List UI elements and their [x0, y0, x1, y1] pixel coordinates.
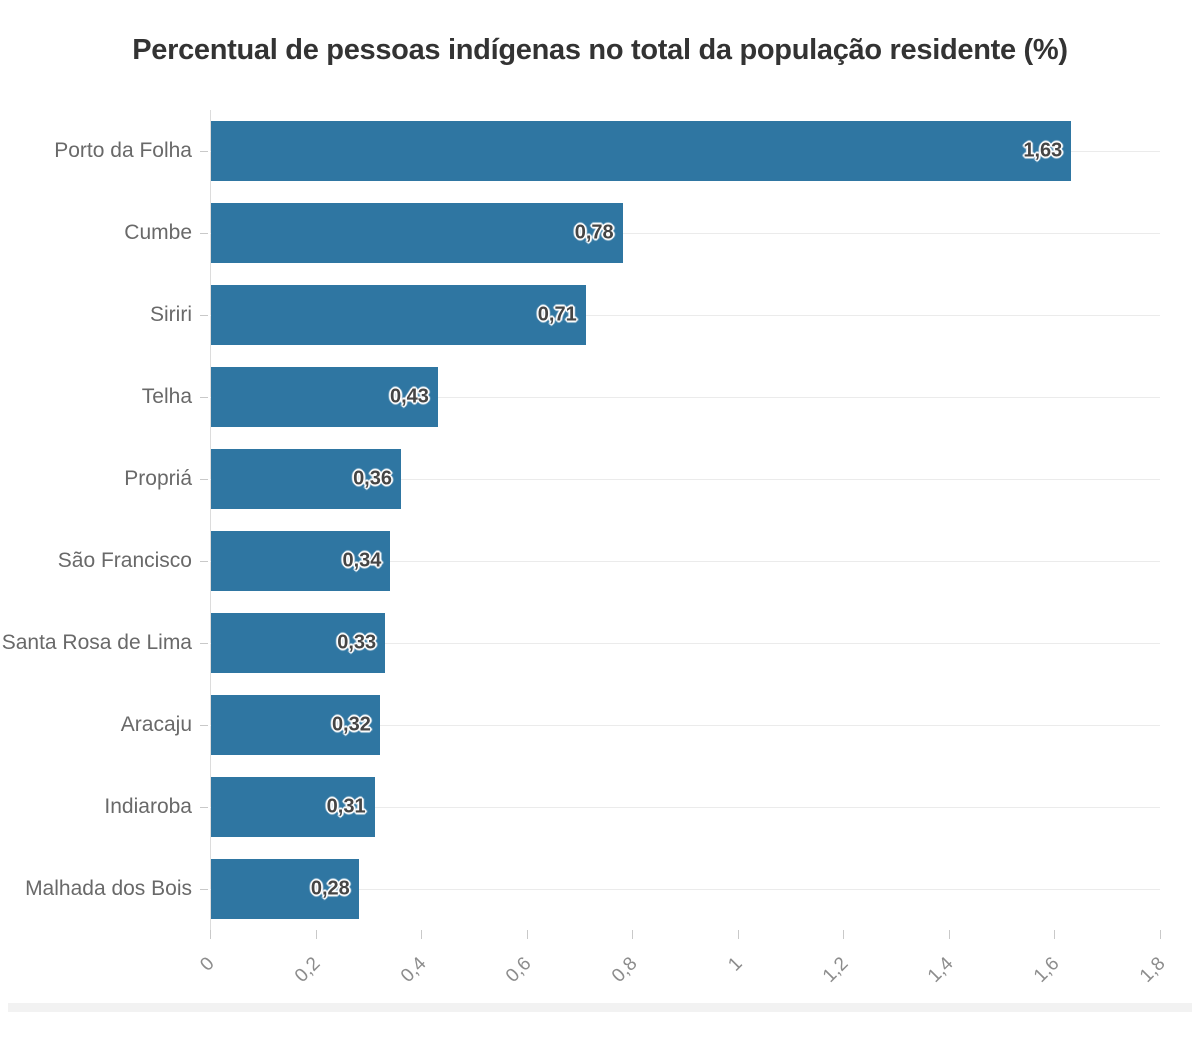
y-tick-mark	[200, 807, 208, 808]
bar: 0,33	[211, 613, 386, 673]
x-tick-mark	[421, 930, 423, 939]
zero-gridline	[210, 110, 211, 930]
bar-value-label: 0,32	[331, 713, 371, 736]
y-tick-mark	[200, 315, 208, 316]
gridline	[210, 643, 1160, 644]
bar-value-label: 0,31	[326, 795, 366, 818]
bar: 0,32	[211, 695, 380, 755]
gridline	[210, 725, 1160, 726]
x-tick-label: 1	[724, 953, 747, 976]
category-label: São Francisco	[57, 549, 192, 572]
bar: 0,31	[211, 777, 375, 837]
bar-value-label: 0,78	[574, 221, 614, 244]
bar-value-label: 0,33	[337, 631, 377, 654]
bar-value-label: 0,28	[310, 877, 350, 900]
bar: 0,43	[211, 367, 438, 427]
bar: 0,36	[211, 449, 401, 509]
category-label: Santa Rosa de Lima	[1, 631, 192, 654]
x-tick-label: 0,6	[502, 953, 536, 987]
y-axis-labels: Porto da Folha Cumbe Siriri Telha Propriá São…	[0, 105, 192, 930]
category-label: Porto da Folha	[54, 139, 192, 162]
x-tick-label: 0	[196, 953, 220, 976]
x-tick-label: 0,2	[291, 953, 325, 987]
y-tick-mark	[200, 397, 208, 398]
x-tick-label: 1,2	[818, 953, 853, 987]
x-tick-mark	[737, 930, 739, 939]
x-tick-mark	[632, 930, 634, 939]
bar-value-label: 0,43	[390, 385, 429, 408]
gridline	[210, 807, 1160, 808]
gridline	[210, 479, 1160, 480]
category-label: Malhada dos Bois	[25, 877, 192, 900]
footer-divider	[8, 1003, 1192, 1012]
y-tick-mark	[200, 479, 208, 480]
gridline	[210, 561, 1160, 562]
category-label: Indiaroba	[104, 795, 192, 818]
y-tick-mark	[200, 561, 208, 562]
category-label: Propriá	[124, 467, 192, 490]
x-tick-label: 0,4	[396, 953, 431, 987]
y-tick-mark	[200, 725, 208, 726]
bar-value-label: 0,34	[342, 549, 382, 572]
x-tick-label: 0,8	[607, 953, 642, 987]
x-tick-mark	[526, 930, 528, 939]
gridline	[210, 397, 1160, 398]
bar-value-label: 0,71	[537, 303, 577, 326]
bar-value-label: 1,63	[1023, 139, 1063, 162]
category-label: Siriri	[150, 303, 192, 326]
y-tick-mark	[200, 233, 208, 234]
y-tick-mark	[200, 151, 208, 152]
bar: 1,63	[211, 121, 1072, 181]
x-tick-mark	[315, 930, 317, 939]
x-tick-label: 1,8	[1135, 953, 1170, 987]
category-label: Aracaju	[120, 713, 192, 736]
chart-title: Percentual de pessoas indígenas no total…	[132, 34, 1068, 66]
category-label: Cumbe	[124, 221, 192, 244]
gridline	[210, 889, 1160, 890]
x-tick-mark	[948, 930, 950, 939]
x-tick-mark	[210, 930, 211, 939]
x-tick-mark	[1160, 930, 1161, 939]
bar: 0,78	[211, 203, 623, 263]
gridline	[210, 315, 1160, 316]
bar-value-label: 0,36	[353, 467, 392, 490]
gridline	[210, 233, 1160, 234]
x-axis: 0 0,2 0,4 0,6 0,8 1 1,2 1,4 1,6 1,8	[197, 930, 1169, 1020]
y-tick-mark	[200, 889, 208, 890]
x-tick-mark	[843, 930, 845, 939]
x-tick-mark	[1054, 930, 1056, 939]
bar: 0,71	[211, 285, 586, 345]
y-tick-mark	[200, 643, 208, 644]
x-tick-label: 1,6	[1029, 953, 1064, 987]
plot-area: 1,63 0,78 0,71 0,43 0,36 0,34 0,33 0,32 0,31 0,28	[200, 105, 1160, 930]
x-tick-label: 1,4	[924, 953, 958, 987]
bar: 0,28	[211, 859, 359, 919]
category-label: Telha	[141, 385, 192, 408]
bar: 0,34	[211, 531, 391, 591]
